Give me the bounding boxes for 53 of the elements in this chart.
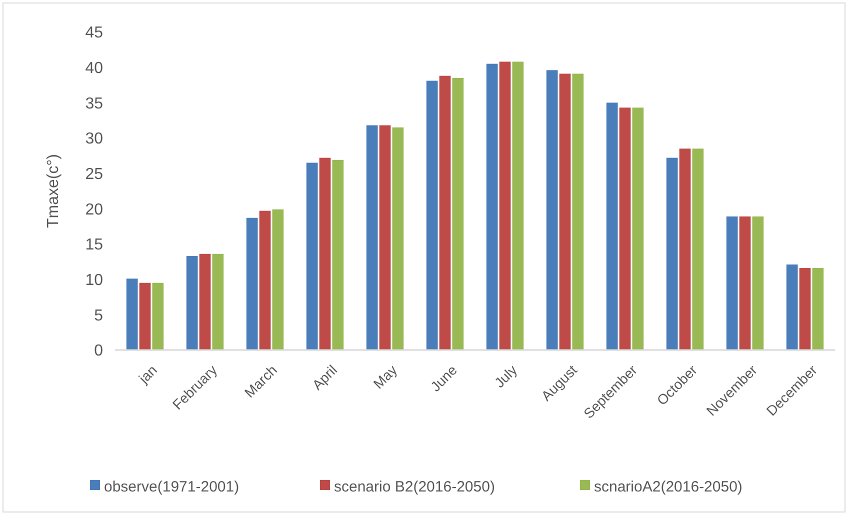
bar	[306, 162, 318, 350]
legend-label: observe(1971-2001)	[104, 478, 240, 496]
y-tick-label: 0	[94, 342, 104, 360]
x-tick-label: jan	[134, 362, 160, 387]
y-axis-title: Tmaxe(c°)	[45, 154, 62, 228]
legend-label: scnarioA2(2016-2050)	[594, 478, 742, 496]
y-tick-label: 15	[85, 236, 104, 254]
bar	[486, 64, 498, 350]
bar	[426, 80, 438, 350]
bar	[619, 108, 631, 350]
bar	[259, 210, 271, 350]
x-tick-label: May	[370, 362, 400, 392]
y-tick-label: 45	[85, 24, 104, 42]
bar	[319, 158, 331, 350]
legend-label: scenario B2(2016-2050)	[334, 478, 495, 496]
bar	[752, 216, 764, 350]
bar	[366, 125, 378, 350]
y-tick-label: 35	[85, 95, 104, 112]
bar	[666, 158, 678, 350]
bar	[379, 125, 391, 350]
bar	[812, 268, 824, 350]
y-tick-label: 40	[85, 60, 104, 77]
bar	[679, 148, 691, 350]
x-tick-label: July	[491, 362, 520, 391]
bar	[272, 209, 284, 350]
bar	[212, 254, 224, 350]
y-tick-label: 30	[85, 130, 104, 148]
y-tick-label: 25	[85, 166, 104, 183]
bar	[452, 78, 464, 350]
bar	[799, 268, 811, 350]
bar	[499, 62, 511, 350]
bar	[332, 160, 344, 350]
bar	[186, 256, 198, 350]
bar	[606, 102, 618, 350]
bar	[392, 127, 404, 350]
y-tick-label: 20	[85, 201, 104, 218]
bar	[546, 70, 558, 350]
bar	[126, 278, 138, 350]
bar	[572, 74, 584, 350]
bar	[512, 62, 524, 350]
bar	[246, 218, 258, 350]
bar	[199, 254, 211, 350]
bar	[439, 76, 451, 350]
bar	[139, 282, 151, 350]
y-tick-label: 10	[85, 272, 104, 289]
bar	[692, 148, 704, 350]
bar	[726, 216, 738, 350]
y-tick-label: 5	[94, 307, 104, 324]
bar	[152, 282, 164, 350]
bar	[632, 108, 644, 350]
bar	[786, 264, 798, 350]
bar	[739, 216, 751, 350]
bar	[559, 74, 571, 350]
